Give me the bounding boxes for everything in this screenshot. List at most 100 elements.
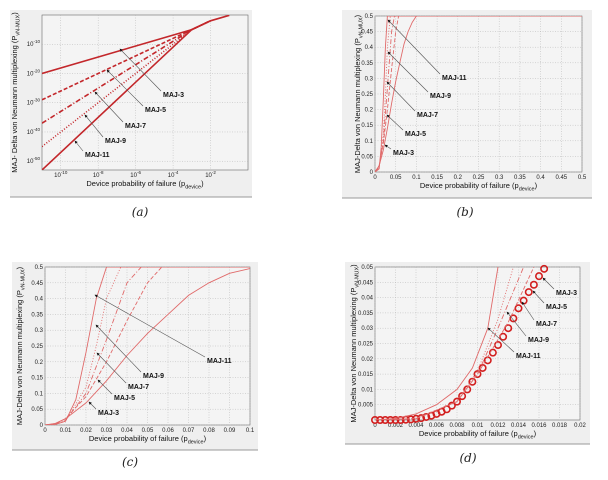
annotation-label: MAJ-5 [405, 131, 426, 138]
y-tick-label: 0.1 [365, 139, 374, 145]
series-maj-11-line [375, 16, 582, 172]
y-axis-label-end: ) [353, 14, 362, 17]
x-tick-label: 0.08 [203, 428, 215, 434]
annotation-label: MAJ-5 [114, 395, 135, 402]
x-tick-label: 0.3 [495, 175, 504, 181]
x-tick-label: 0.09 [224, 428, 236, 434]
annotation-label: MAJ-7 [536, 321, 557, 328]
y-tick-label: 0.15 [31, 376, 43, 382]
x-axis-label-end: ) [534, 429, 537, 438]
y-tick-label: 0.05 [361, 265, 373, 271]
series-maj-5-line [45, 267, 250, 425]
series-maj-3-marker [478, 363, 487, 372]
x-tick-label: 0.02 [80, 428, 92, 434]
x-axis-label-end: ) [201, 179, 204, 188]
y-tick-label: 0.5 [35, 265, 44, 271]
y-tick-label: 0.2 [35, 360, 44, 366]
series-maj-3-marker [524, 288, 533, 297]
x-tick-label: 0.25 [473, 175, 485, 181]
annotation-label: MAJ-5 [546, 304, 567, 311]
annotation-arrow [84, 114, 104, 138]
annotation-label: MAJ-3 [556, 290, 577, 297]
x-tick-label: 0 [43, 428, 47, 434]
y-tick-label: 0.45 [31, 281, 43, 287]
series-maj-3-marker [509, 314, 518, 323]
x-tick-label: 0.07 [183, 428, 195, 434]
annotation-label: MAJ-11 [442, 75, 467, 82]
annotation-label: MAJ-11 [85, 152, 110, 159]
x-tick-label: 0.008 [449, 423, 465, 429]
y-axis-label-end: ) [349, 264, 358, 267]
annotation-label: MAJ-9 [105, 138, 126, 145]
x-axis-label: Device probability of failure (pdevice) [86, 179, 204, 191]
y-tick-label: 0.4 [35, 297, 44, 303]
x-tick-label: 0 [373, 423, 377, 429]
series-maj-11-line [375, 267, 499, 420]
y-tick-label: 0.05 [361, 154, 373, 160]
y-axis-label-text: MAJ-Delta von Neumann multiplexing (P [349, 288, 358, 423]
x-tick-label: 0.01 [472, 423, 484, 429]
chart-b: 0 0.05 0.1 0.15 0.2 0.25 0.3 0.35 0.4 0.45 0.5 0 0.0… [342, 10, 592, 199]
x-axis-label: Device probability of failure (pdevice) [420, 181, 538, 193]
x-tick-label: 10-6 [130, 170, 141, 179]
plot-area [41, 14, 249, 171]
y-tick-label: 0.025 [358, 342, 374, 348]
annotation-label: MAJ-3 [393, 150, 414, 157]
annotation-arrow [106, 69, 144, 107]
y-tick-label: 0.4 [365, 45, 374, 51]
x-axis-label: Device probability of failure (pdevice) [89, 434, 207, 446]
annotation-label: MAJ-11 [207, 358, 232, 365]
annotation-arrow [95, 324, 142, 373]
y-axis-label-text: MAJ-Delta von Neumann multiplexing (P [15, 290, 24, 425]
y-axis-label-end: ) [10, 12, 19, 15]
annotation-label: MAJ-9 [430, 93, 451, 100]
x-axis-label-end: ) [204, 434, 207, 443]
series-maj-3-marker [534, 272, 543, 281]
x-tick-label: 0.35 [514, 175, 526, 181]
annotation-label: MAJ-3 [98, 410, 119, 417]
chart-d: 0 0.002 0.004 0.006 0.008 0.01 0.012 0.014 0.016… [345, 262, 590, 445]
x-tick-label: 0.002 [388, 423, 404, 429]
y-tick-label: 0.25 [31, 344, 43, 350]
annotation-label: MAJ-7 [125, 123, 146, 130]
x-tick-label: 0.1 [246, 428, 255, 434]
series-maj-3-marker [391, 415, 400, 424]
y-axis-label-sub: vN-MUX [359, 17, 365, 38]
y-tick-label: 0.15 [361, 123, 373, 129]
y-tick-label: 0.25 [361, 92, 373, 98]
series-maj-3-marker [468, 377, 477, 386]
x-tick-label: 0.04 [121, 428, 133, 434]
y-axis-label-sub: vN-MUX [21, 269, 27, 290]
y-tick-label: 0.35 [31, 312, 43, 318]
annotation-arrow [96, 352, 127, 384]
x-tick-label: 0.45 [555, 175, 567, 181]
y-tick-label: 0.05 [31, 407, 43, 413]
x-tick-label: 0.05 [390, 175, 402, 181]
x-tick-label: 0.5 [578, 175, 587, 181]
x-axis-label-sub: device [518, 435, 534, 441]
series-maj-3-marker [529, 280, 538, 289]
y-axis-label-sub: vN-MUX [355, 267, 361, 288]
y-tick-label: 0.045 [358, 280, 374, 286]
series-maj-3-marker [396, 415, 405, 424]
x-axis-label-sub: device [185, 185, 201, 191]
x-axis-label: Device probability of failure (pdevice) [419, 429, 537, 441]
series-maj-3-marker [473, 370, 482, 379]
annotation-arrow [94, 91, 124, 123]
annotation-label: MAJ-9 [528, 337, 549, 344]
x-axis-label-sub: device [519, 187, 535, 193]
y-tick-label: 0.015 [358, 372, 374, 378]
annotation-arrow [506, 311, 527, 337]
annotation-label: MAJ-11 [516, 353, 541, 360]
annotation-arrow [386, 81, 416, 112]
y-axis-label-end: ) [15, 266, 24, 269]
y-tick-label: 10-30 [27, 98, 41, 107]
annotation-arrow [542, 277, 555, 290]
x-tick-label: 10-8 [93, 170, 104, 179]
y-tick-label: 10-50 [27, 156, 41, 165]
y-tick-label: 0.45 [361, 30, 373, 36]
y-tick-label: 0.03 [361, 326, 373, 332]
x-tick-label: 0 [373, 175, 377, 181]
annotation-arrow [88, 401, 97, 410]
annotation-arrow [387, 51, 429, 93]
